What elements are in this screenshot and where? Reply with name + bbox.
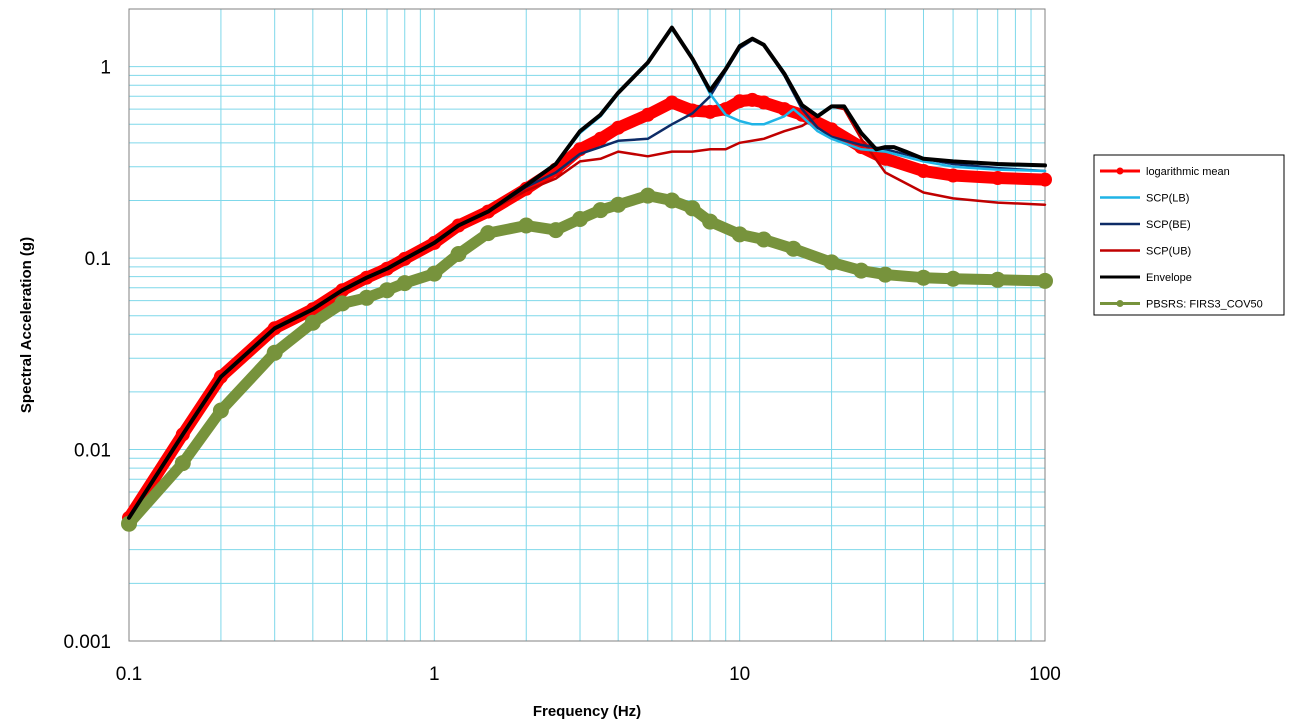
data-point: [664, 95, 679, 110]
data-point: [663, 192, 680, 209]
legend-item-scp-be: SCP(BE): [1100, 219, 1191, 231]
legend-marker: [1116, 300, 1124, 307]
data-point: [640, 107, 655, 122]
series-line-envelope: [127, 25, 1047, 520]
data-point: [916, 164, 931, 178]
x-axis-title: Frequency (Hz): [533, 703, 641, 720]
data-point: [547, 222, 564, 239]
y-tick-label: 1: [100, 58, 111, 79]
legend-label: SCP(UB): [1146, 246, 1191, 258]
data-point: [755, 231, 772, 248]
data-point: [572, 211, 588, 227]
data-point: [684, 200, 701, 217]
data-point: [878, 151, 893, 166]
legend-box: [1093, 154, 1285, 316]
data-point: [824, 122, 839, 137]
data-point: [823, 254, 840, 271]
x-axis-tick-labels: 0.1 1 10 100: [116, 664, 1061, 685]
data-point: [480, 225, 497, 242]
data-point: [756, 95, 771, 110]
data-point: [266, 344, 283, 361]
y-tick-label: 0.1: [85, 249, 111, 270]
series-layer: [121, 25, 1053, 532]
data-point: [450, 246, 467, 262]
x-tick-label: 100: [1029, 664, 1061, 685]
legend-item-pbsrs-firs3-cov50: PBSRS: FIRS3_COV50: [1100, 299, 1263, 311]
series-line-pbsrs-firs3-cov50: [123, 190, 1051, 530]
legend-label: PBSRS: FIRS3_COV50: [1146, 299, 1263, 311]
series-envelope: [127, 25, 1047, 520]
data-point: [592, 202, 609, 219]
data-point: [877, 266, 894, 283]
x-tick-label: 1: [429, 664, 440, 685]
y-axis-title: Spectral Acceleration (g): [18, 237, 35, 413]
legend-item-scp-lb: SCP(LB): [1100, 193, 1189, 205]
series-pbsrs-firs3-cov50: [121, 187, 1053, 532]
data-point: [703, 104, 718, 119]
data-point: [121, 515, 137, 532]
x-tick-label: 10: [729, 664, 750, 685]
data-point: [174, 455, 191, 472]
data-point: [610, 196, 627, 213]
legend-label: Envelope: [1146, 272, 1192, 284]
data-point: [518, 217, 535, 234]
data-point: [639, 187, 656, 204]
data-point: [396, 275, 413, 292]
legend-marker: [1116, 167, 1124, 175]
x-tick-label: 0.1: [116, 664, 142, 685]
data-point: [1038, 172, 1052, 187]
legend-item-envelope: Envelope: [1100, 272, 1192, 284]
legend-label: SCP(LB): [1146, 193, 1189, 205]
data-point: [785, 240, 802, 257]
data-point: [379, 282, 395, 299]
data-point: [915, 269, 932, 286]
data-point: [990, 171, 1005, 185]
data-point: [1037, 272, 1053, 289]
data-point: [426, 265, 443, 282]
data-point: [731, 226, 748, 243]
data-point: [745, 92, 760, 107]
plot-area-frame: [128, 8, 1046, 642]
data-point: [853, 262, 870, 279]
data-point: [334, 295, 351, 312]
legend-item-scp-ub: SCP(UB): [1100, 246, 1191, 258]
data-point: [718, 102, 733, 117]
data-point: [946, 168, 961, 183]
legend-label: logarithmic mean: [1146, 166, 1230, 178]
data-point: [358, 289, 375, 306]
grid-lines: [129, 9, 1045, 641]
data-point: [732, 94, 747, 109]
legend-item-logarithmic-mean: logarithmic mean: [1100, 166, 1230, 178]
data-point: [304, 314, 321, 331]
data-point: [611, 120, 626, 135]
series-line-logarithmic-mean: [123, 93, 1051, 524]
data-point: [593, 131, 608, 146]
data-point: [989, 271, 1006, 288]
y-tick-label: 0.001: [63, 632, 111, 653]
legend-label: SCP(BE): [1146, 219, 1191, 231]
data-point: [945, 270, 962, 287]
legend: logarithmic mean SCP(LB) SCP(BE) SCP(UB) Env…: [1093, 154, 1285, 316]
y-axis-tick-labels: 0.001 0.01 0.1 1: [63, 58, 111, 653]
data-point: [702, 213, 719, 230]
y-tick-label: 0.01: [74, 441, 111, 462]
data-point: [212, 402, 229, 419]
